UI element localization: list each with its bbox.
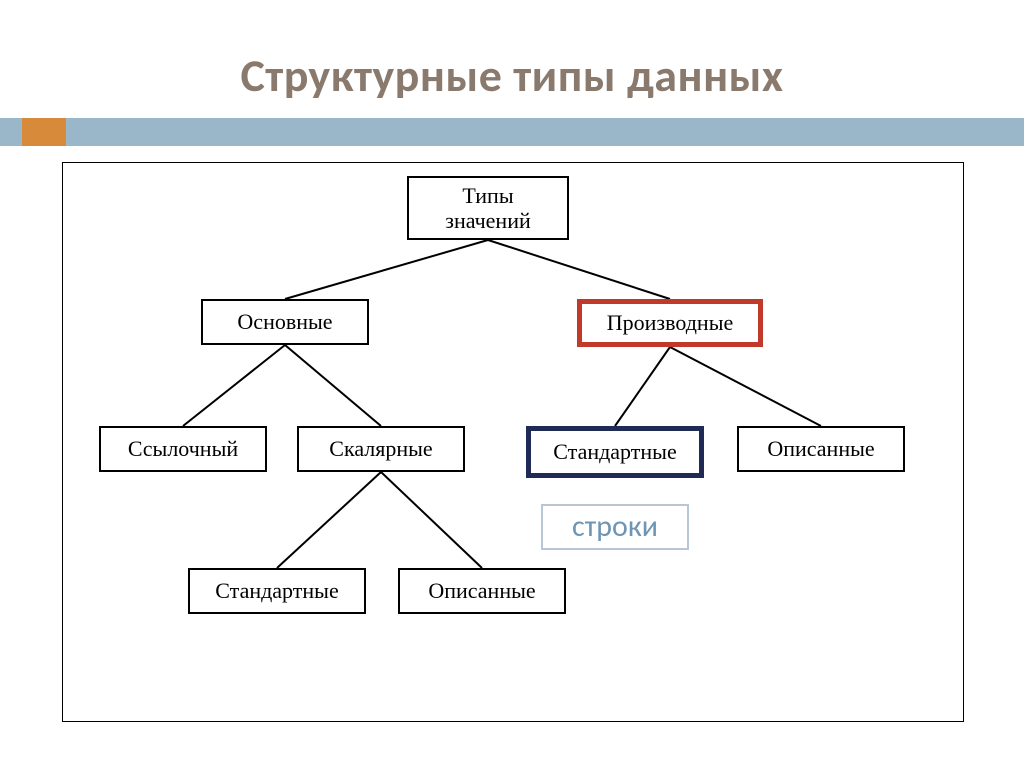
node-strings: строки [541,504,689,550]
edge-basic-scalar [285,345,381,426]
node-std_r: Стандартные [526,426,704,478]
header-accent [22,118,66,146]
node-scalar: Скалярные [297,426,465,472]
node-derived: Производные [577,299,763,347]
edge-derived-std_r [615,347,670,426]
node-root: Типы значений [407,176,569,240]
node-desc_l: Описанные [398,568,566,614]
diagram-frame: Типы значений Основные Производные Ссылочны… [62,162,964,722]
edge-root-derived [488,240,670,299]
edge-root-basic [285,240,488,299]
page-title: Структурные типы данных [0,48,1024,104]
slide: Структурные типы данных Типы значений Осн… [0,0,1024,768]
edge-scalar-std_l [277,472,381,568]
edge-basic-ref [183,345,285,426]
edge-scalar-desc_l [381,472,482,568]
node-ref: Ссылочный [99,426,267,472]
header-bar [0,118,1024,146]
node-std_l: Стандартные [188,568,366,614]
edge-derived-desc_r [670,347,821,426]
node-desc_r: Описанные [737,426,905,472]
node-basic: Основные [201,299,369,345]
